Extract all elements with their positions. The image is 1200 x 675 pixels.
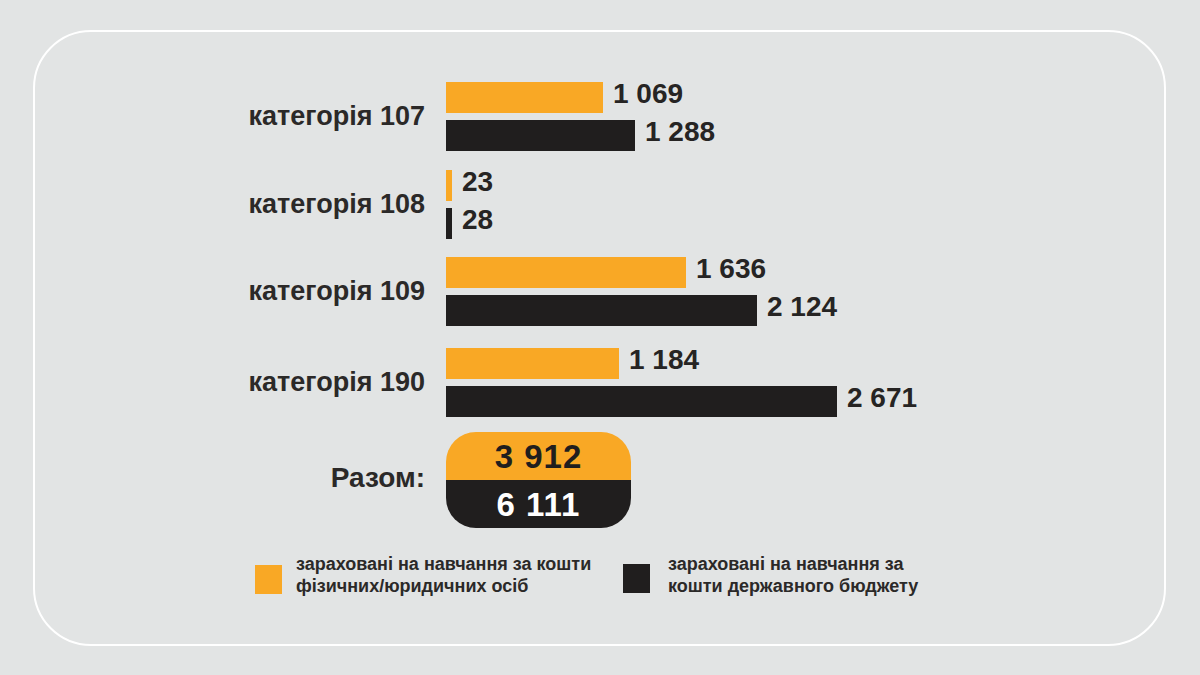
total-value-physical: 3 912 xyxy=(446,432,631,480)
bar-value-physical-4: 1 184 xyxy=(629,344,699,375)
total-label: Разом: xyxy=(331,460,425,496)
legend-label-budget: зараховані на навчання за кошти державно… xyxy=(668,553,918,597)
category-label-1: категорія 107 xyxy=(249,98,425,134)
bar-physical-2 xyxy=(446,170,452,201)
total-pill: 3 912 6 111 xyxy=(446,432,631,528)
legend-swatch-physical xyxy=(255,565,282,594)
bar-value-physical-3: 1 636 xyxy=(696,253,766,284)
enrollment-bar-chart: категорія 107 1 069 1 288 категорія 108 23 28… xyxy=(0,0,1200,675)
bar-physical-1 xyxy=(446,82,603,113)
bar-value-budget-3: 2 124 xyxy=(767,291,837,322)
bar-physical-4 xyxy=(446,348,619,379)
bar-value-budget-4: 2 671 xyxy=(847,382,917,413)
legend-label-physical: зараховані на навчання за кошти фізичних… xyxy=(296,553,591,597)
category-label-2: категорія 108 xyxy=(249,186,425,222)
bar-value-budget-2: 28 xyxy=(462,204,493,235)
category-label-3: категорія 109 xyxy=(249,273,425,309)
bar-physical-3 xyxy=(446,257,686,288)
bar-value-budget-1: 1 288 xyxy=(645,116,715,147)
legend-label-budget-line2: кошти державного бюджету xyxy=(668,575,918,597)
bar-value-physical-1: 1 069 xyxy=(613,78,683,109)
total-value-budget: 6 111 xyxy=(446,480,631,528)
category-label-4: категорія 190 xyxy=(249,364,425,400)
bar-budget-1 xyxy=(446,120,635,151)
bar-budget-4 xyxy=(446,386,837,417)
bar-value-physical-2: 23 xyxy=(462,166,493,197)
bar-budget-2 xyxy=(446,208,452,239)
legend-label-physical-line2: фізичних/юридичних осіб xyxy=(296,575,591,597)
legend-swatch-budget xyxy=(623,564,650,593)
bar-budget-3 xyxy=(446,295,757,326)
legend-label-physical-line1: зараховані на навчання за кошти xyxy=(296,553,591,575)
bar-chart: категорія 107 1 069 1 288 категорія 108 23 28… xyxy=(0,0,1200,675)
legend-label-budget-line1: зараховані на навчання за xyxy=(668,553,918,575)
